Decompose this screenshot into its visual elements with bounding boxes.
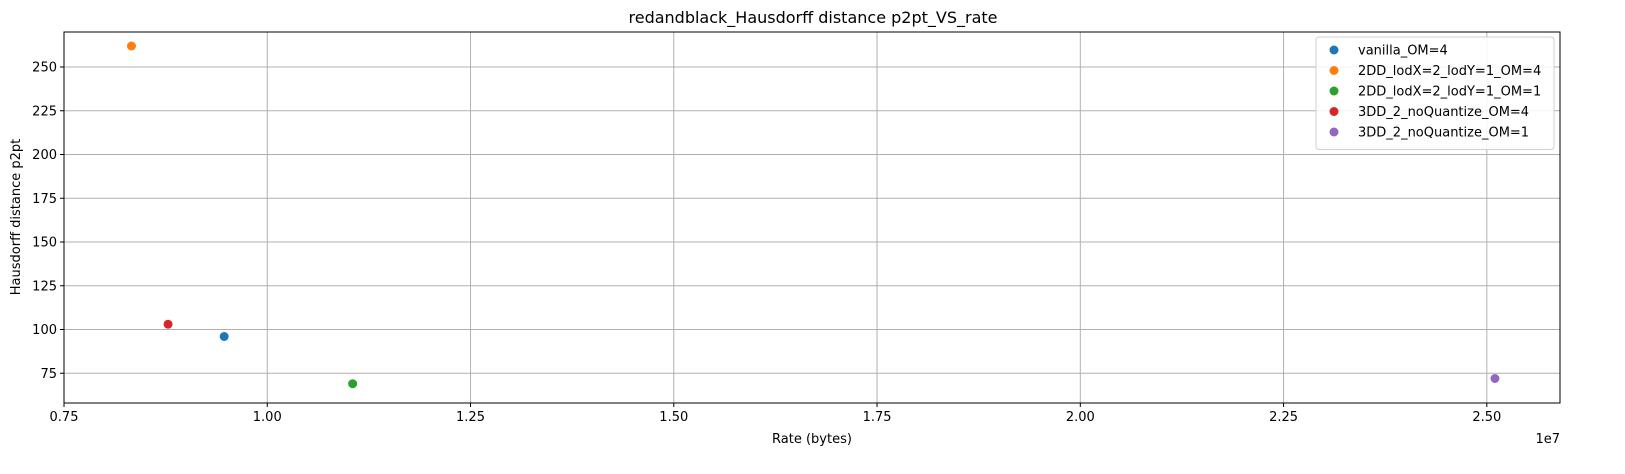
- y-tick-label: 100: [32, 323, 57, 338]
- x-tick-label: 1.50: [659, 410, 688, 425]
- legend-marker: [1329, 86, 1339, 96]
- legend: vanilla_OM=4 2DD_lodX=2_lodY=1_OM=4 2DD_lo…: [1315, 36, 1555, 150]
- data-point-5: [1490, 374, 1500, 383]
- plot-frame: [63, 31, 1561, 404]
- y-tick-label: 200: [32, 148, 57, 163]
- y-tick-label: 75: [40, 367, 57, 382]
- x-tick-label: 2.00: [1066, 410, 1095, 425]
- data-point-4: [163, 319, 173, 329]
- y-tick-label: 125: [32, 279, 57, 294]
- y-axis-label: Hausdorff distance p2pt: [9, 139, 24, 295]
- legend-label: 3DD_2_noQuantize_OM=1: [1358, 126, 1529, 141]
- y-tick-label: 175: [32, 192, 57, 207]
- y-tick-label: 250: [32, 61, 57, 76]
- y-tick-label: 225: [32, 104, 57, 119]
- legend-marker: [1329, 127, 1339, 137]
- x-tick-label: 2.25: [1269, 410, 1298, 425]
- x-axis-label: Rate (bytes): [772, 432, 852, 447]
- x-tick-label: 1.00: [253, 410, 282, 425]
- legend-label: vanilla_OM=4: [1358, 44, 1448, 59]
- y-tick-label: 150: [32, 236, 57, 251]
- data-point-3: [348, 379, 358, 389]
- x-tick-label: 2.50: [1472, 410, 1501, 425]
- ticks-layer: 0.75 1.00 1.25 1.50 1.75 2.00 2.25 2.50 75 100 125…: [32, 61, 1501, 426]
- points-layer: [126, 41, 1500, 389]
- legend-marker: [1329, 45, 1339, 55]
- legend-label: 2DD_lodX=2_lodY=1_OM=4: [1358, 64, 1541, 79]
- x-tick-label: 1.25: [456, 410, 485, 425]
- legend-marker: [1329, 66, 1339, 75]
- legend-label: 2DD_lodX=2_lodY=1_OM=1: [1358, 85, 1541, 100]
- legend-marker: [1329, 107, 1339, 116]
- x-axis-offset-label: 1e7: [1535, 432, 1560, 447]
- legend-label: 3DD_2_noQuantize_OM=4: [1358, 105, 1529, 120]
- x-tick-label: 1.75: [863, 410, 892, 425]
- legend-frame: [1315, 36, 1555, 150]
- chart-title: redandblack_Hausdorff distance p2pt_VS_r…: [629, 8, 998, 28]
- data-point-2: [126, 41, 136, 51]
- data-point-1: [219, 332, 229, 341]
- grid-layer: [63, 32, 1560, 403]
- x-tick-label: 0.75: [50, 410, 79, 425]
